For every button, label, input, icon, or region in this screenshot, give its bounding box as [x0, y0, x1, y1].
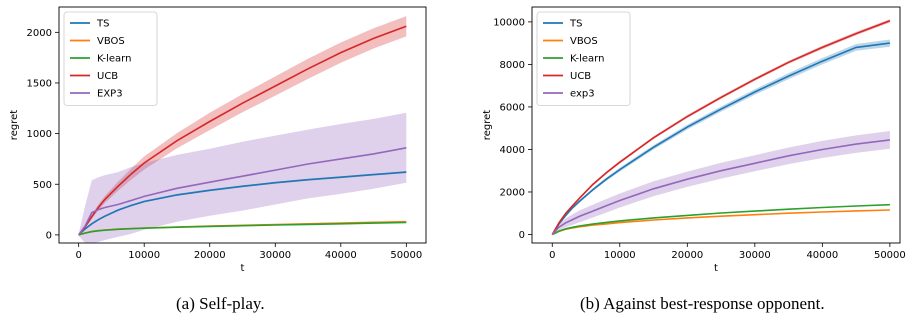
y-tick-label: 1500 [27, 78, 52, 89]
legend-label-vbos: VBOS [570, 36, 598, 47]
x-axis-label: t [241, 263, 245, 274]
y-tick-label: 500 [33, 180, 52, 191]
series-line-k-learn [551, 203, 890, 236]
chart-self-play: 0 10000 20000 30000 40000 50000 0 500 1000 1500 20… [9, 6, 427, 274]
x-tick-label: 40000 [806, 250, 838, 261]
series-line-ucb [551, 20, 891, 235]
legend-label-ucb: UCB [570, 71, 591, 82]
y-tick-label: 8000 [500, 60, 525, 71]
x-tick-label: 10000 [604, 250, 636, 261]
x-tick-label: 30000 [739, 250, 771, 261]
caption-b: (b) Against best-response opponent. [580, 294, 825, 313]
legend-box [63, 11, 158, 106]
series-line-ts [78, 171, 407, 236]
series-line-k-learn [78, 221, 407, 236]
y-axis-label: regret [482, 110, 493, 140]
legend-label-exp3: exp3 [570, 89, 595, 100]
x-tick-label: 10000 [128, 250, 160, 261]
y-tick-label: 4000 [500, 145, 525, 156]
y-tick-label: 0 [46, 230, 52, 241]
x-tick-label: 20000 [194, 250, 226, 261]
legend-label-ts: TS [96, 19, 109, 30]
y-tick-label: 10000 [493, 17, 525, 28]
legend-label-k-learn: K-learn [570, 54, 604, 65]
y-tick-label: 2000 [27, 28, 52, 39]
x-tick-label: 40000 [325, 250, 357, 261]
x-tick-label: 0 [549, 250, 555, 261]
series-band-exp3 [552, 131, 890, 235]
chart-best-response: 0 10000 20000 30000 40000 50000 0 2000 4000 6000 8… [482, 6, 906, 274]
legend-label-ucb: UCB [97, 71, 118, 82]
legend-box [536, 11, 631, 106]
x-tick-label: 20000 [671, 250, 703, 261]
series-line-exp3 [551, 139, 890, 236]
y-tick-label: 2000 [500, 187, 525, 198]
y-axis-label: regret [9, 110, 20, 140]
caption-a: (a) Self-play. [176, 294, 265, 313]
x-tick-label: 30000 [259, 250, 291, 261]
series-line-exp3 [78, 147, 407, 236]
legend-label-ts: TS [569, 19, 582, 30]
x-tick-label: 50000 [390, 250, 422, 261]
series-line-ucb [78, 25, 407, 236]
legend-label-exp3: EXP3 [97, 89, 123, 100]
x-axis-label: t [714, 263, 718, 274]
x-tick-label: 50000 [874, 250, 906, 261]
legend-label-vbos: VBOS [97, 36, 125, 47]
x-tick-label: 0 [75, 250, 81, 261]
series-line-ts [551, 42, 891, 235]
y-tick-label: 1000 [27, 129, 52, 140]
plot-frame [531, 6, 901, 244]
legend-label-k-learn: K-learn [97, 54, 131, 65]
y-tick-label: 0 [519, 230, 525, 241]
plot-frame [58, 6, 427, 244]
series-band-exp3 [78, 112, 407, 243]
y-tick-label: 6000 [500, 102, 525, 113]
